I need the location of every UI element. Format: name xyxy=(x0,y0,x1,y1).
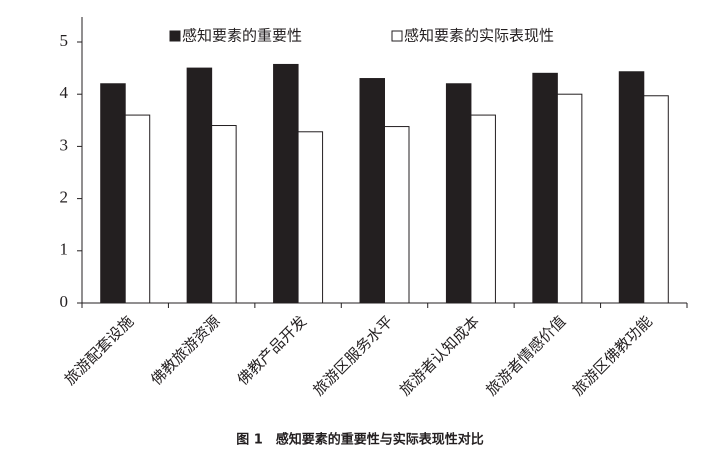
bar xyxy=(532,72,558,304)
bar xyxy=(124,114,151,304)
x-tick-label: 旅游区佛教功能 xyxy=(569,312,656,399)
bar xyxy=(556,93,583,304)
x-tick-label: 旅游区服务水平 xyxy=(310,312,397,399)
legend-swatch xyxy=(169,30,181,42)
y-tick-label: 0 xyxy=(60,292,69,311)
bar xyxy=(297,131,324,304)
bar xyxy=(211,125,237,304)
legend-label: 感知要素的重要性 xyxy=(182,27,302,45)
y-tick-label: 2 xyxy=(60,188,69,207)
bar xyxy=(186,67,213,304)
y-tick-label: 4 xyxy=(60,83,69,102)
x-tick-label: 旅游配套设施 xyxy=(61,312,137,388)
bar xyxy=(359,78,385,304)
y-tick-label: 5 xyxy=(60,31,69,50)
y-tick-label: 1 xyxy=(60,240,69,259)
x-tick-label: 旅游者认知成本 xyxy=(396,312,483,399)
legend-swatch xyxy=(391,30,403,42)
bar xyxy=(470,114,496,304)
x-tick-label: 旅游者情感价值 xyxy=(482,312,569,399)
y-tick-label: 3 xyxy=(60,135,69,154)
legend-label: 感知要素的实际表现性 xyxy=(404,27,554,45)
x-tick-label: 佛教旅游资源 xyxy=(147,312,223,388)
bar xyxy=(445,83,472,304)
x-tick-label: 佛教产品开发 xyxy=(234,312,310,388)
bar xyxy=(273,63,299,304)
bar xyxy=(618,71,645,304)
bar xyxy=(643,95,669,304)
bar xyxy=(384,126,410,304)
bar xyxy=(100,83,126,304)
caption: 图 1 感知要素的重要性与实际表现性对比 xyxy=(236,432,484,448)
